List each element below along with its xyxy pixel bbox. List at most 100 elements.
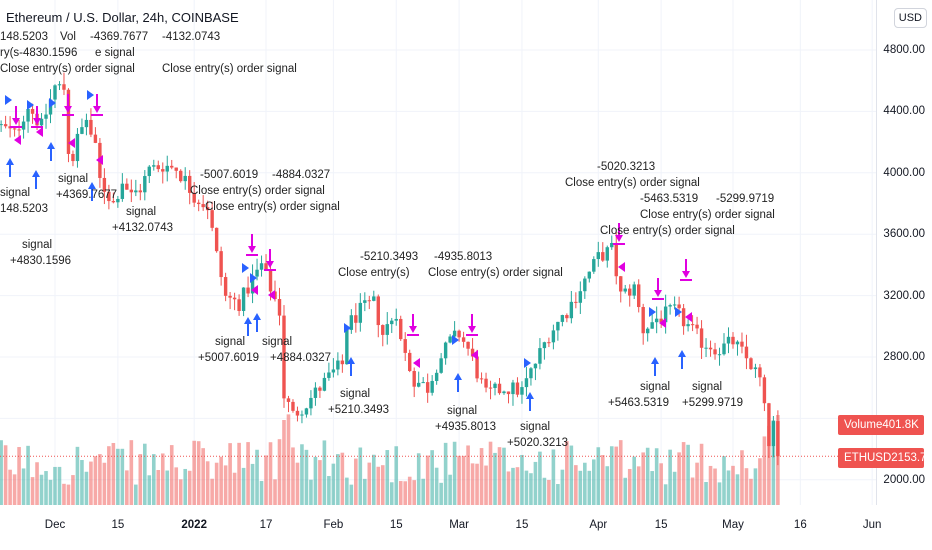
candle-body — [731, 336, 735, 345]
candle-body — [547, 342, 551, 344]
volume-bar — [134, 484, 138, 505]
volume-bar — [125, 470, 129, 505]
candle-body — [291, 401, 295, 411]
candle-body — [574, 301, 578, 303]
volume-bar — [412, 480, 416, 505]
volume-bar — [21, 468, 26, 505]
candle-body — [686, 324, 690, 327]
candle-body — [497, 383, 502, 394]
exit-marker-icon — [251, 285, 258, 295]
candle-body — [143, 176, 147, 193]
volume-bar — [749, 478, 753, 505]
candle-body — [641, 307, 645, 334]
currency-button[interactable]: USD — [893, 8, 927, 28]
exit-marker-icon — [413, 358, 420, 368]
close-entry-bar — [91, 114, 103, 116]
volume-bar — [318, 460, 322, 505]
volume-bar — [295, 462, 300, 505]
volume-bar — [448, 474, 452, 505]
volume-bar — [506, 471, 511, 505]
volume-bar — [466, 445, 470, 505]
candle-body — [408, 352, 412, 371]
long-entry-arrow-icon — [678, 350, 686, 369]
candle-body — [749, 358, 753, 370]
time-tick: 15 — [654, 519, 668, 531]
candle-body — [425, 382, 430, 393]
volume-bar — [143, 443, 147, 505]
long-entry-arrow-icon — [32, 170, 40, 189]
candle-body — [610, 242, 614, 248]
long-entry-arrow-icon — [88, 182, 96, 201]
candle-body — [156, 165, 160, 170]
candle-body — [672, 304, 677, 306]
volume-bar — [542, 477, 547, 505]
candle-body — [623, 288, 627, 292]
candle-body — [619, 276, 623, 292]
volume-bar — [650, 471, 654, 505]
candle-body — [318, 387, 322, 391]
volume-bar — [75, 446, 80, 505]
volume-bar — [376, 466, 381, 505]
volume-bar — [587, 470, 592, 505]
close-entry-arrow-icon — [12, 106, 20, 125]
volume-bar — [129, 440, 134, 505]
volume-bar — [363, 478, 367, 505]
volume-bar — [771, 420, 776, 505]
candle-body — [484, 378, 488, 388]
candle-body — [524, 378, 529, 388]
candle-body — [80, 127, 84, 134]
price-tick: 4800.00 — [883, 44, 925, 56]
time-tick: 15 — [111, 519, 125, 531]
candle-body — [399, 318, 403, 340]
candle-body — [57, 84, 62, 86]
volume-bar — [201, 448, 205, 505]
volume-bar — [273, 479, 277, 505]
volume-bar — [66, 484, 71, 505]
candle-body — [259, 263, 264, 270]
volume-bar — [44, 471, 48, 505]
volume-bar — [223, 465, 228, 505]
candle-body — [62, 84, 66, 90]
candle-body — [129, 189, 134, 193]
time-axis[interactable]: Dec 15 2022 17 Feb 15 Mar 15 Apr 15 May 16 Jun — [0, 505, 882, 550]
annotation: -4884.0327 — [272, 169, 331, 181]
volume-bar — [609, 446, 614, 505]
candle-body — [331, 369, 336, 373]
volume-bar — [735, 474, 740, 505]
candle-body — [538, 348, 542, 364]
volume-bar — [169, 445, 174, 505]
candle-body — [632, 284, 636, 296]
entry-marker-icon — [250, 273, 257, 283]
candle-body — [493, 383, 497, 389]
candle-body — [654, 318, 659, 323]
volume-bar — [116, 448, 120, 505]
price-axis[interactable]: USD 4800.00 4400.00 4000.00 3600.00 3200… — [876, 0, 932, 505]
chart-plot-area[interactable]: Ethereum / U.S. Dollar, 24h, COINBASE 14… — [0, 0, 876, 505]
annotation: signal — [640, 381, 671, 393]
volume-bar — [605, 466, 610, 505]
annotation: Close entry(s) — [338, 267, 410, 279]
candle-body — [502, 391, 506, 394]
volume-bar — [48, 479, 53, 505]
candle-body — [246, 287, 250, 294]
volume-bar — [187, 470, 192, 505]
time-tick: 16 — [793, 519, 807, 531]
candle-body — [295, 410, 300, 416]
candle-body — [596, 252, 600, 260]
volume-bar — [632, 456, 637, 505]
volume-bar — [367, 462, 372, 505]
candle-body — [363, 300, 367, 303]
volume-bar — [758, 458, 762, 505]
volume-bar — [726, 470, 731, 505]
volume-bar — [663, 484, 668, 505]
annotation: signal — [447, 405, 478, 417]
candle-body — [385, 324, 389, 335]
volume-bar — [228, 443, 232, 505]
annotation: signal — [22, 239, 53, 251]
volume-bar — [713, 468, 717, 505]
annotation: +5299.9719 — [682, 397, 744, 409]
volume-bar — [744, 468, 749, 505]
volume-bar — [502, 447, 506, 505]
candle-body — [394, 318, 398, 321]
candle-body — [578, 291, 583, 303]
